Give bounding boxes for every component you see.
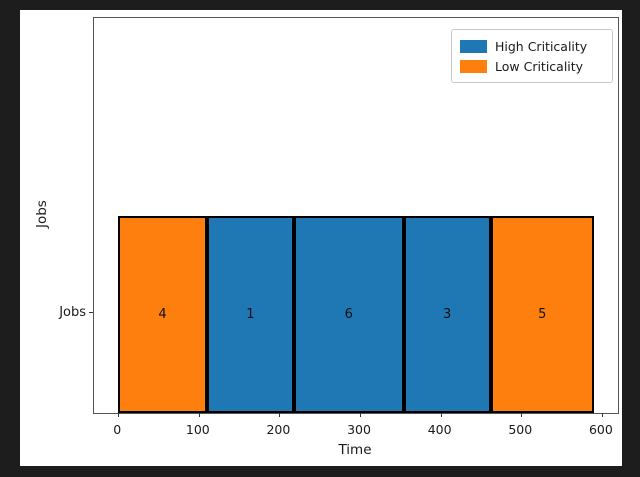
stacked-bar: 4 1 6 3 5 <box>94 215 618 413</box>
bar-segment-job-4: 4 <box>118 215 207 413</box>
legend-label: High Criticality <box>495 38 588 54</box>
legend-entry-high-criticality: High Criticality <box>460 36 604 56</box>
x-tick-mark <box>279 413 281 417</box>
legend-swatch-low-criticality <box>460 59 487 73</box>
x-tick-label: 200 <box>266 422 291 437</box>
job-number-label: 1 <box>246 306 255 322</box>
x-tick-label: 600 <box>588 422 613 437</box>
plot-area: 4 1 6 3 5 High Criticality Low Criticality <box>93 17 619 417</box>
job-number-label: 4 <box>158 306 167 322</box>
bar-segment-job-6: 6 <box>293 215 404 413</box>
bar-segment-job-1: 1 <box>206 215 294 413</box>
x-tick-mark <box>118 413 120 417</box>
x-tick-mark <box>601 413 603 417</box>
x-tick-label: 500 <box>508 422 533 437</box>
y-axis-title: Jobs <box>34 200 50 228</box>
legend-swatch-high-criticality <box>460 39 487 53</box>
x-tick-mark <box>198 413 200 417</box>
chart-figure: Jobs Jobs 4 1 6 3 5 High Criticality Low Cri… <box>20 10 622 466</box>
y-tick-mark <box>89 312 93 313</box>
x-tick-mark <box>440 413 442 417</box>
job-number-label: 6 <box>344 306 353 322</box>
x-tick-mark <box>521 413 523 417</box>
x-axis-title: Time <box>338 442 372 458</box>
x-tick-label: 0 <box>113 422 122 437</box>
job-number-label: 5 <box>538 306 547 322</box>
job-number-label: 3 <box>442 306 452 322</box>
bar-segment-job-5: 5 <box>490 215 594 413</box>
x-axis-tick-labels: 0 100 200 300 400 500 600 <box>93 422 617 438</box>
legend-label: Low Criticality <box>495 58 584 74</box>
x-tick-mark <box>360 413 362 417</box>
legend: High Criticality Low Criticality <box>451 29 613 83</box>
legend-entry-low-criticality: Low Criticality <box>460 56 604 76</box>
x-tick-label: 400 <box>427 422 452 437</box>
y-tick-label: Jobs <box>59 305 86 320</box>
x-tick-label: 100 <box>185 422 210 437</box>
x-tick-label: 300 <box>347 422 371 437</box>
bar-segment-job-3: 3 <box>403 215 491 413</box>
